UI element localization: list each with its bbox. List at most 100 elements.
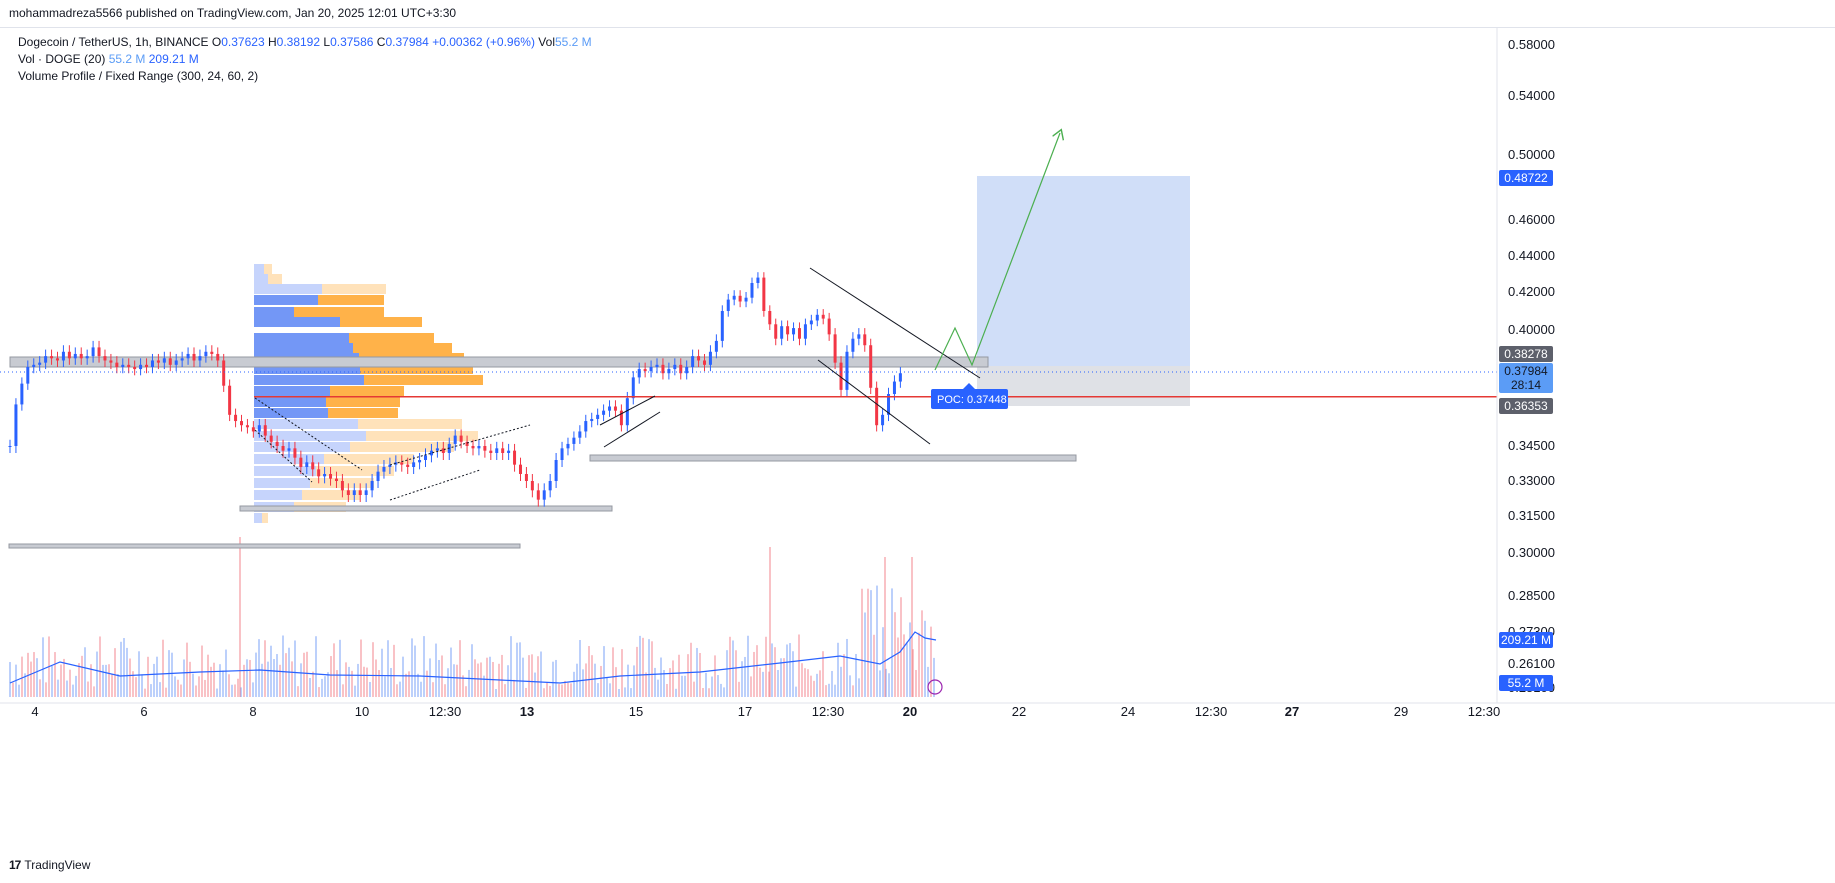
candle-body xyxy=(370,481,374,491)
candle-body xyxy=(269,435,273,442)
candle-body xyxy=(299,457,303,467)
candle-body xyxy=(174,360,178,365)
volume-profile-up-bar xyxy=(254,431,366,441)
legend-symbol[interactable]: Dogecoin / TetherUS, 1h, BINANCE xyxy=(18,35,209,49)
time-tick-label: 17 xyxy=(738,704,752,719)
publisher-text: mohammadreza5566 published on TradingVie… xyxy=(9,6,457,20)
time-tick-label: 12:30 xyxy=(812,704,845,719)
wedge-line xyxy=(603,411,661,448)
time-tick-label: 29 xyxy=(1394,704,1408,719)
candle-body xyxy=(875,387,879,426)
footer-brand-text: TradingView xyxy=(24,858,91,872)
price-tick-label: 0.42000 xyxy=(1508,284,1555,299)
price-tick-label: 0.28500 xyxy=(1508,588,1555,603)
volume-profile-down-bar xyxy=(264,264,272,274)
candle-body xyxy=(483,446,487,451)
candle-body xyxy=(513,450,517,465)
volume-profile-down-bar xyxy=(324,454,414,464)
candle-body xyxy=(139,364,143,370)
volume-profile-down-bar xyxy=(328,408,398,418)
candle-body xyxy=(613,406,617,411)
legend-l-value: 0.37586 xyxy=(330,35,374,49)
candle-body xyxy=(222,360,226,386)
legend-vol-indicator[interactable]: Vol · DOGE (20) xyxy=(18,52,106,66)
time-axis[interactable]: 4 6 8 10 12:30 13 15 17 12:30 20 22 24 12:30 27 29 12:3… xyxy=(0,702,1835,719)
candle-body xyxy=(435,448,439,451)
candle-body xyxy=(703,360,706,365)
volume-label xyxy=(1499,675,1553,691)
poc-label: POC: 0.37448 xyxy=(931,383,1008,409)
candle-body xyxy=(792,328,796,335)
price-axis[interactable]: 0.58000 0.54000 0.50000 0.46000 0.44000 0.420… xyxy=(1496,27,1555,703)
time-tick-label: 6 xyxy=(140,704,147,719)
horizontal-zone xyxy=(239,505,613,512)
candle-body xyxy=(317,469,321,477)
candle-body xyxy=(756,277,760,283)
candle-body xyxy=(186,353,190,359)
price-tick-label: 0.58000 xyxy=(1508,37,1555,52)
volume-profile-up-bar xyxy=(254,386,330,396)
candle-body xyxy=(501,448,505,453)
volume-label-text: 209.21 M xyxy=(1501,633,1551,647)
candle-body xyxy=(892,381,896,395)
time-tick-label: 27 xyxy=(1285,704,1299,719)
candle-body xyxy=(364,490,368,495)
candle-body xyxy=(881,414,885,426)
candle-body xyxy=(744,297,748,302)
volume-profile-down-bar xyxy=(322,284,386,294)
price-tick-label: 0.33000 xyxy=(1508,473,1555,488)
candle-body xyxy=(809,320,813,325)
candle-body xyxy=(346,490,350,495)
candle-body xyxy=(192,353,196,361)
candle-body xyxy=(103,356,107,361)
candle-body xyxy=(625,398,629,426)
candle-body xyxy=(61,351,65,361)
drawing-zones[interactable] xyxy=(8,176,1190,549)
candle-body xyxy=(44,356,48,363)
dotted-trend-line xyxy=(389,424,531,466)
candle-body xyxy=(566,443,570,449)
candle-body xyxy=(495,448,499,453)
candle-body xyxy=(109,360,113,363)
candle-body xyxy=(73,353,77,359)
candle-body xyxy=(803,324,807,339)
candle-body xyxy=(441,448,445,453)
volume-profile-up-bar xyxy=(254,307,294,317)
candle-body xyxy=(833,334,837,363)
candle-body xyxy=(780,326,784,339)
volume-profile-up-bar xyxy=(254,364,360,374)
candle-body xyxy=(418,460,422,463)
alert-icon xyxy=(927,679,943,695)
candle-body xyxy=(619,410,623,426)
time-tick-label: 10 xyxy=(355,704,369,719)
candle-body xyxy=(738,295,742,302)
candle-body xyxy=(394,462,398,465)
candle-body xyxy=(726,299,730,311)
candle-body xyxy=(590,418,594,422)
volume-profile-up-bar xyxy=(254,466,316,476)
candle-body xyxy=(352,490,356,495)
trend-lines[interactable] xyxy=(0,133,1497,501)
candle-body xyxy=(323,474,327,477)
topbar-divider xyxy=(0,27,1835,28)
candles xyxy=(8,272,902,507)
volume-profile-up-bar xyxy=(254,490,302,500)
candle-body xyxy=(79,353,83,359)
legend-volume-profile[interactable]: Volume Profile / Fixed Range (300, 24, 6… xyxy=(18,69,259,83)
price-tick-label: 0.31500 xyxy=(1508,508,1555,523)
candle-body xyxy=(97,347,101,357)
tradingview-logo-icon: 17 xyxy=(9,858,21,872)
chart-legend: Dogecoin / TetherUS, 1h, BINANCE O0.3762… xyxy=(18,34,592,85)
candle-body xyxy=(245,425,249,428)
legend-c-value: 0.37984 xyxy=(385,35,429,49)
candle-body xyxy=(162,358,166,363)
candle-body xyxy=(91,347,95,357)
candle-body xyxy=(257,425,261,432)
dotted-trend-line xyxy=(254,429,313,483)
candle-body xyxy=(210,351,214,354)
footer-brand[interactable]: 17 TradingView xyxy=(9,858,90,872)
volume-profile-up-bar xyxy=(254,317,340,327)
candle-body xyxy=(471,446,475,449)
